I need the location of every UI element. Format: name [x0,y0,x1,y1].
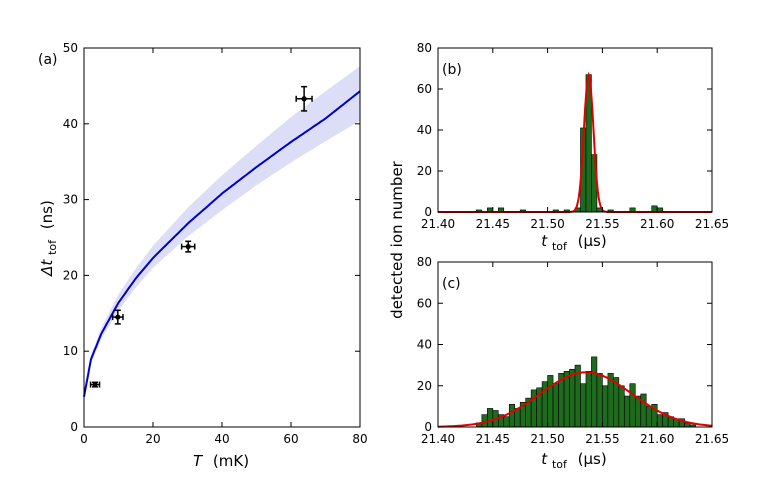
c-y-tick-label: 20 [417,379,432,393]
b-y-tick-label: 20 [417,164,432,178]
c-x-tick-label: 21.50 [530,432,564,446]
panel-a-confidence-band [84,66,360,397]
a-y-tick-label: 40 [63,117,78,131]
c-x-tick-label: 21.60 [640,432,674,446]
panel-c: 21.40 21.45 21.50 21.55 21.60 21.65020406080 … [417,255,729,472]
c-y-tick-label: 80 [417,255,432,269]
c-x-tick-label: 21.45 [476,432,510,446]
b-x-tick-label: 21.40 [421,217,455,231]
c-y-tick-label: 40 [417,338,432,352]
shared-y-axis-title: detected ion number [388,160,406,319]
panel-a-y-axis-unit: (ns) [38,200,56,229]
panel-b-ticks: 21.40 21.45 21.50 21.55 21.60 21.65 0 20 40 60 80 [417,41,729,231]
point-marker [115,314,121,320]
panel-b-x-axis-subscript: tof [552,240,568,253]
point-marker [92,381,98,388]
a-y-tick-label: 10 [63,344,78,358]
b-x-tick-label: 21.50 [530,217,564,231]
panel-a-label: (a) [38,52,58,68]
histogram-bar [585,371,592,428]
panel-b-histogram [476,74,663,213]
histogram-bar [514,408,521,428]
b-y-tick-label: 80 [417,41,432,55]
panel-b-x-axis-title: t tof (μs) [541,232,606,254]
histogram-bar [569,368,576,428]
histogram-bar [629,383,636,428]
b-y-tick-label: 60 [417,82,432,96]
data-point [89,381,101,388]
a-y-tick-label: 30 [63,193,78,207]
histogram-bar [503,416,510,428]
a-y-tick-label: 0 [70,420,78,434]
a-x-tick-label: 80 [352,432,367,446]
histogram-bar [530,389,537,428]
c-y-tick-label: 0 [424,420,432,434]
c-x-tick-label: 21.55 [585,432,619,446]
a-y-tick-label: 20 [63,268,78,282]
panel-c-label: (c) [442,276,461,292]
point-marker [185,243,191,250]
histogram-bar [656,414,663,428]
histogram-bar [563,371,570,428]
a-x-tick-label: 60 [283,432,298,446]
panel-a-y-axis-title: Δt tof (ns) [38,200,60,277]
panel-b-axes-frame [437,47,713,213]
panel-a-x-axis-unit: (mK) [213,452,249,470]
c-y-tick-label: 60 [417,296,432,310]
histogram-bar [645,406,653,428]
panel-a-x-axis-symbol: T [193,452,204,470]
panel-c-ticks: 21.40 21.45 21.50 21.55 21.60 21.65 0 20 40 60 80 [417,255,729,446]
data-point [295,85,313,112]
panel-a-y-axis-subscript: tof [46,239,59,255]
c-x-tick-label: 21.65 [695,432,729,446]
a-x-tick-label: 0 [80,432,88,446]
panel-a-y-axis-symbol: Δt [38,259,56,277]
a-y-tick-label: 50 [63,41,78,55]
panel-c-x-axis-unit: (μs) [578,450,607,468]
c-x-tick-label: 21.40 [421,432,455,446]
histogram-bar [640,393,647,428]
panel-a-x-axis-title: T (mK) [193,452,249,470]
panel-b-label: (b) [442,62,462,78]
panel-c-histogram [476,356,696,428]
panel-a: (a) 0 20 40 60 80 0 10 20 30 40 50 T (mK) Δt tof (… [38,41,368,470]
panel-a-fit-curve [83,90,361,397]
histogram-bar [552,383,559,428]
histogram-bar [547,375,554,428]
histogram-bar [487,408,494,428]
histogram-bar [580,383,587,428]
panel-c-gaussian-fit [438,371,713,428]
a-x-tick-label: 40 [214,432,229,446]
b-x-tick-label: 21.55 [585,217,619,231]
panel-a-ticks: 0 20 40 60 80 0 10 20 30 40 50 [63,41,368,446]
b-x-tick-label: 21.45 [476,217,510,231]
panel-a-data-points [89,85,313,388]
data-point [180,240,196,253]
histogram-bar [618,385,625,428]
data-point [111,309,124,325]
panel-c-x-axis-subscript: tof [552,458,568,471]
b-x-tick-label: 21.60 [640,217,674,231]
b-y-tick-label: 40 [417,123,432,137]
panel-c-x-axis-title: t tof (μs) [541,450,606,472]
a-x-tick-label: 20 [145,432,160,446]
panel-b-x-axis-symbol: t [541,232,548,250]
panel-b-x-axis-unit: (μs) [578,232,607,250]
panel-b-gaussian-fit [438,71,712,213]
histogram-bar [508,404,516,428]
b-x-tick-label: 21.65 [695,217,729,231]
b-y-tick-label: 0 [424,205,432,219]
panel-c-x-axis-symbol: t [541,450,548,468]
histogram-bar [596,373,603,428]
histogram-bar [602,385,609,428]
histogram-bar [591,356,598,428]
histogram-bar [624,395,631,428]
panel-b: 21.40 21.45 21.50 21.55 21.60 21.65020406080 … [417,41,729,254]
point-marker [301,96,307,102]
